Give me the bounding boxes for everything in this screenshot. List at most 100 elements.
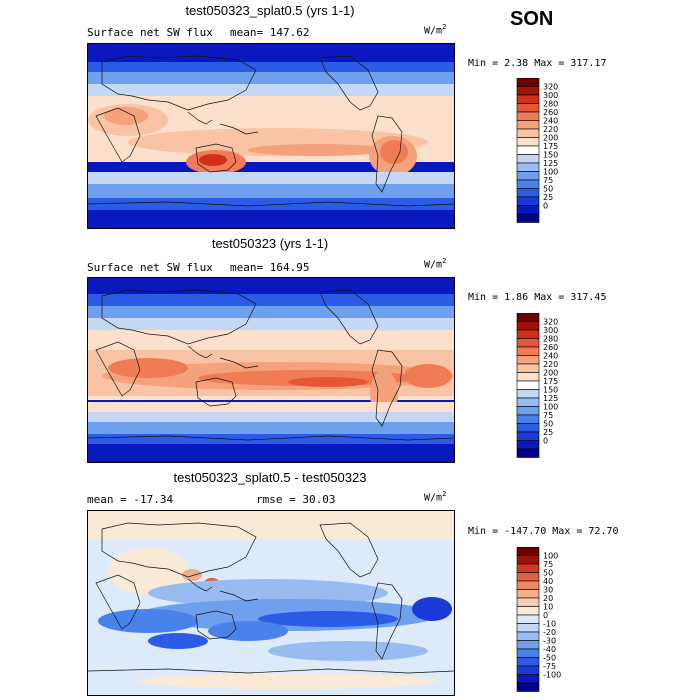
colorbar-tick-label: 320 [543, 83, 558, 92]
colorbar-tick-label: 75 [543, 176, 553, 185]
units-label: W/m2 [424, 257, 447, 271]
colorbar-tick-label: 0 [543, 611, 548, 620]
colorbar-box [516, 213, 540, 223]
panel-mean-stat: mean = -17.34 [87, 493, 174, 506]
colorbar-tick-label: 50 [543, 420, 553, 429]
min-max-label: Min = -147.70 Max = 72.70 [468, 526, 619, 537]
map-panel-2 [87, 277, 455, 463]
colorbar-box [516, 397, 540, 407]
colorbar-box [516, 682, 540, 692]
surface-sw-flux-map-2 [88, 278, 454, 462]
colorbar-tick-label: 280 [543, 335, 558, 344]
colorbar-tick-label: 100 [543, 403, 558, 412]
colorbar-tick-label: 150 [543, 151, 558, 160]
colorbar-box [516, 406, 540, 416]
colorbar-box [516, 205, 540, 215]
colorbar-box [516, 103, 540, 113]
colorbar-box [516, 145, 540, 155]
panel-mean-label: mean= 147.62 [230, 26, 310, 39]
colorbar-box [516, 86, 540, 96]
colorbar-box [516, 423, 540, 433]
min-max-label: Min = 2.38 Max = 317.17 [468, 58, 607, 69]
colorbar-box [516, 572, 540, 582]
colorbar-box [516, 346, 540, 356]
colorbar-box [516, 313, 540, 322]
panel-title: test050323_splat0.5 (yrs 1-1) [185, 3, 355, 18]
colorbar-box [516, 162, 540, 172]
colorbar-tick-label: 75 [543, 411, 553, 420]
panel-variable-label: Surface net SW flux [87, 261, 213, 274]
map-panel-1 [87, 43, 455, 229]
colorbar-box [516, 440, 540, 450]
colorbar-box [516, 597, 540, 607]
panel-rmse-stat: rmse = 30.03 [256, 493, 336, 506]
colorbar-box [516, 648, 540, 658]
colorbar-tick-label: 260 [543, 108, 558, 117]
panel-title: test050323_splat0.5 - test050323 [173, 470, 367, 485]
colorbar-box [516, 94, 540, 104]
colorbar-box [516, 338, 540, 348]
colorbar-tick-label: 300 [543, 326, 558, 335]
min-max-label: Min = 1.86 Max = 317.45 [468, 292, 607, 303]
colorbar-box [516, 431, 540, 441]
colorbar-box [516, 321, 540, 331]
colorbar-box [516, 674, 540, 684]
colorbar-box [516, 380, 540, 390]
colorbar-tick-label: 175 [543, 142, 558, 151]
colorbar-tick-label: 300 [543, 91, 558, 100]
colorbar-tick-label: 30 [543, 586, 553, 595]
colorbar-tick-label: -50 [543, 654, 556, 663]
colorbar-tick-label: 25 [543, 193, 553, 202]
colorbar-box [516, 640, 540, 650]
colorbar-box [516, 154, 540, 164]
colorbar-tick-label: 0 [543, 202, 548, 211]
colorbar-tick-label: 20 [543, 594, 553, 603]
colorbar-tick-label: 10 [543, 603, 553, 612]
colorbar-box [516, 414, 540, 424]
colorbar-tick-label: -40 [543, 645, 556, 654]
colorbar-tick-label: 0 [543, 437, 548, 446]
units-label: W/m2 [424, 490, 447, 504]
panel-title: test050323 (yrs 1-1) [211, 236, 329, 251]
colorbar-box [516, 589, 540, 599]
colorbar-tick-label: 125 [543, 394, 558, 403]
panel-variable-label: Surface net SW flux [87, 26, 213, 39]
units-label: W/m2 [424, 23, 447, 37]
colorbar-tick-label: -10 [543, 620, 556, 629]
colorbar-box [516, 171, 540, 181]
season-label: SON [510, 8, 554, 30]
colorbar-box [516, 196, 540, 206]
colorbar-tick-label: 50 [543, 569, 553, 578]
sw-flux-difference-map [88, 511, 454, 695]
colorbar-box [516, 665, 540, 675]
colorbar-box [516, 580, 540, 590]
map-panel-3 [87, 510, 455, 696]
colorbar-tick-label: 40 [543, 577, 553, 586]
colorbar-box [516, 179, 540, 189]
colorbar-box [516, 137, 540, 147]
colorbar-box [516, 657, 540, 667]
colorbar-tick-label: 240 [543, 352, 558, 361]
colorbar-tick-label: 125 [543, 159, 558, 168]
colorbar-box [516, 329, 540, 339]
colorbar-box [516, 188, 540, 198]
colorbar-tick-label: 200 [543, 369, 558, 378]
colorbar-tick-label: 260 [543, 343, 558, 352]
colorbar-tick-label: 280 [543, 100, 558, 109]
colorbar-tick-label: -100 [543, 671, 561, 680]
surface-sw-flux-map-1 [88, 44, 454, 228]
colorbar-box [516, 120, 540, 130]
colorbar-box [516, 614, 540, 624]
colorbar-box [516, 563, 540, 573]
colorbar-box [516, 128, 540, 138]
colorbar-box [516, 555, 540, 565]
colorbar-box [516, 606, 540, 616]
colorbar-tick-label: 50 [543, 185, 553, 194]
colorbar-box [516, 363, 540, 373]
colorbar-tick-label: 75 [543, 560, 553, 569]
colorbar-tick-label: 240 [543, 117, 558, 126]
colorbar-tick-label: 150 [543, 386, 558, 395]
